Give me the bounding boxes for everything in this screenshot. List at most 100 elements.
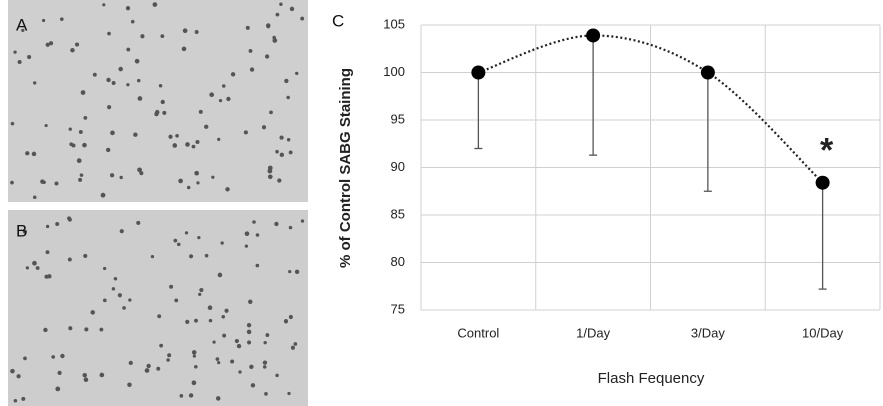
data-point	[586, 28, 601, 43]
cell	[16, 374, 21, 379]
cell	[69, 142, 74, 147]
cell	[211, 175, 215, 179]
cell	[78, 177, 83, 182]
cell	[287, 391, 291, 396]
cell	[198, 292, 202, 297]
cell	[119, 229, 124, 234]
trendline	[478, 34, 824, 184]
cell	[207, 305, 213, 311]
y-tick-label: 80	[391, 254, 405, 269]
cell	[265, 333, 270, 338]
cell	[274, 221, 279, 227]
cell	[263, 340, 267, 345]
cell	[82, 372, 87, 378]
cell	[185, 142, 190, 147]
cell	[218, 99, 223, 103]
cell	[146, 363, 151, 369]
cell	[286, 95, 290, 100]
cell	[212, 340, 216, 344]
cell	[57, 370, 62, 376]
cell	[102, 3, 106, 7]
cell	[10, 368, 15, 374]
cell	[113, 277, 118, 281]
cell	[294, 269, 300, 275]
cell	[60, 353, 65, 359]
cell	[133, 132, 138, 137]
cell	[246, 329, 252, 335]
cell	[215, 396, 221, 401]
cell	[286, 138, 291, 142]
cell	[185, 319, 190, 324]
cell	[136, 220, 141, 225]
y-tick-label: 105	[383, 16, 405, 31]
cell	[272, 35, 276, 40]
cell	[224, 308, 229, 313]
cell	[279, 135, 284, 140]
cell	[109, 173, 115, 178]
cell	[221, 84, 226, 88]
cell	[55, 386, 61, 392]
cell	[230, 72, 236, 77]
cell	[17, 59, 22, 65]
cell	[293, 342, 298, 346]
cell	[134, 58, 140, 64]
x-tick-label: Control	[457, 325, 499, 340]
cell	[35, 266, 40, 270]
cell	[192, 354, 196, 358]
cell	[100, 192, 106, 198]
cell	[140, 34, 145, 39]
cell	[48, 41, 54, 46]
cell	[83, 377, 89, 383]
cell	[106, 77, 111, 83]
cell	[78, 130, 83, 134]
cell	[13, 398, 18, 403]
cell	[246, 340, 252, 345]
cell	[277, 178, 282, 183]
cell	[197, 235, 201, 240]
cell	[250, 383, 256, 388]
cell	[262, 365, 267, 369]
cell	[59, 17, 64, 21]
cell	[217, 361, 221, 365]
cell	[160, 34, 165, 39]
annotation: *	[820, 132, 834, 170]
cell	[248, 299, 253, 305]
cell	[222, 333, 227, 338]
cell	[90, 310, 96, 315]
cell	[215, 357, 220, 361]
cell	[92, 72, 97, 77]
cell	[111, 287, 116, 291]
cell	[107, 31, 111, 36]
cell	[189, 254, 194, 259]
cell	[103, 266, 107, 271]
cell	[230, 359, 235, 364]
cell	[267, 165, 273, 171]
cell	[264, 54, 270, 59]
cell	[10, 121, 15, 126]
y-tick-label: 75	[391, 301, 405, 316]
data-point	[471, 65, 486, 80]
y-axis-label: % of Control SABG Staining	[337, 68, 354, 268]
cell	[288, 225, 293, 230]
cell	[154, 111, 159, 117]
cell	[272, 38, 278, 43]
micrograph-b	[8, 210, 308, 406]
cell	[137, 96, 143, 101]
cell	[283, 319, 289, 324]
cell	[300, 16, 305, 21]
cell	[191, 144, 196, 149]
cell	[31, 151, 37, 157]
cell	[22, 229, 28, 234]
cell	[204, 253, 209, 258]
cell	[262, 360, 268, 365]
cell	[178, 178, 183, 184]
cell	[27, 55, 32, 60]
cell	[32, 260, 37, 266]
cell	[173, 238, 178, 243]
cell	[157, 314, 162, 319]
micrograph-a	[8, 0, 308, 202]
cell	[175, 133, 179, 138]
cell	[150, 254, 155, 259]
cell	[184, 231, 189, 235]
cell	[199, 287, 204, 293]
